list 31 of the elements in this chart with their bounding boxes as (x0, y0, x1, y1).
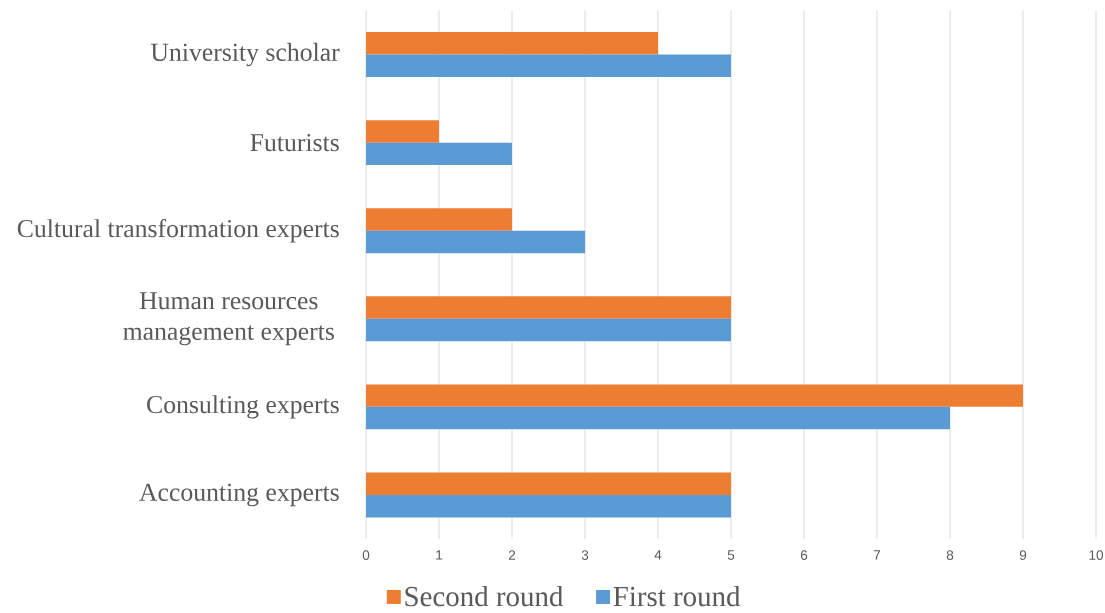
y-tick-label: Futurists (250, 133, 339, 152)
x-tick-label: 8 (946, 550, 954, 560)
bar (366, 494, 732, 518)
bar (366, 142, 512, 166)
bar (366, 230, 586, 254)
bar (366, 406, 950, 430)
bar (366, 54, 732, 78)
y-tick-label: Cultural transformation experts (17, 218, 339, 243)
x-tick-label: 6 (800, 550, 808, 560)
x-tick-label: 1 (436, 550, 443, 560)
x-tick-label: 9 (1019, 550, 1027, 560)
y-tick-label: University scholar (150, 42, 340, 67)
bar (366, 32, 659, 55)
bar (366, 296, 732, 319)
bar (366, 472, 732, 495)
y-tick-label: Consulting experts (147, 395, 339, 419)
x-tick-label: 3 (581, 550, 589, 560)
y-tick-label: Human resources management experts (123, 292, 334, 346)
legend-label: First round (613, 585, 741, 607)
x-tick-label: 5 (727, 550, 735, 560)
x-tick-label: 2 (508, 550, 516, 560)
y-tick-label: Accounting experts (139, 483, 339, 507)
bar (366, 208, 512, 231)
legend-label: Second round (405, 585, 564, 607)
x-tick-label: 4 (654, 550, 662, 560)
bar (366, 384, 1023, 407)
x-tick-label: 0 (362, 550, 370, 560)
bar (366, 318, 732, 342)
bar (366, 120, 439, 143)
x-tick-label: 10 (1089, 550, 1104, 560)
x-tick-label: 7 (873, 550, 881, 560)
